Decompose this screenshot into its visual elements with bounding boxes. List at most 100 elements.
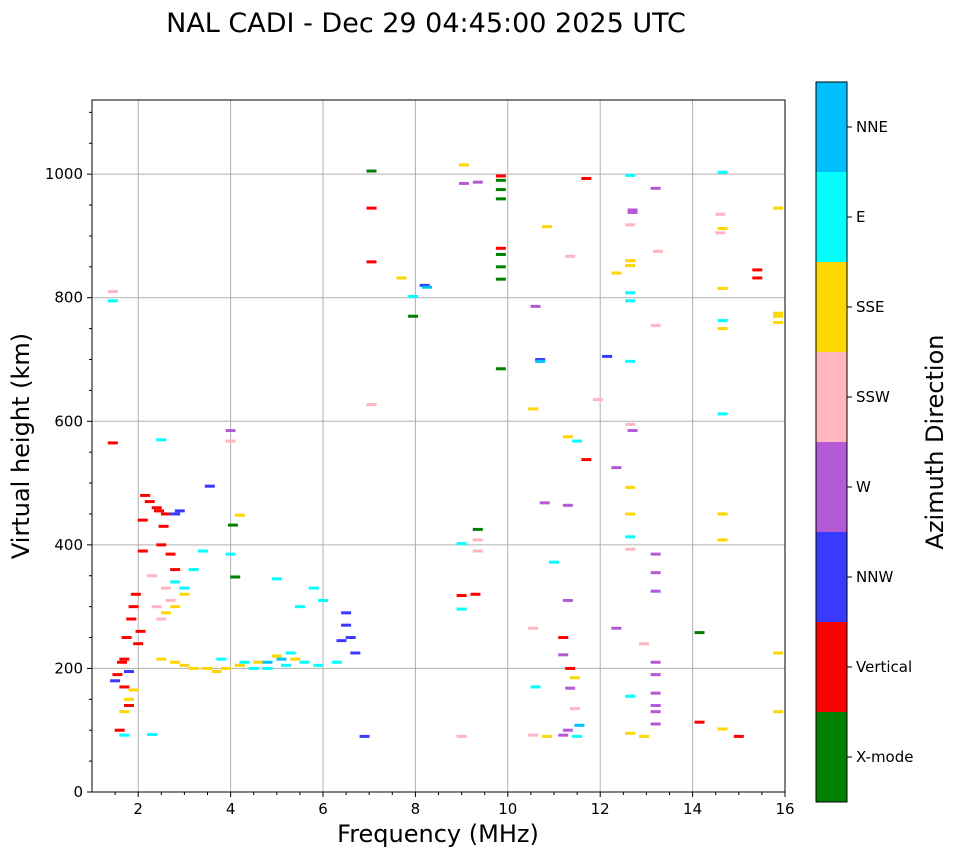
data-point xyxy=(717,327,728,331)
data-point xyxy=(625,291,636,295)
data-point xyxy=(456,607,467,611)
data-point xyxy=(130,592,141,596)
data-point xyxy=(558,636,569,640)
data-point xyxy=(542,734,553,738)
data-point xyxy=(639,642,650,646)
grid-lines xyxy=(92,100,785,792)
data-point xyxy=(225,439,236,443)
data-point xyxy=(117,660,128,664)
data-point xyxy=(652,249,663,253)
data-point xyxy=(565,666,576,670)
data-point xyxy=(107,299,118,303)
data-point xyxy=(650,552,661,556)
data-point xyxy=(419,283,430,287)
data-point xyxy=(366,260,377,264)
data-point xyxy=(528,733,539,737)
data-point xyxy=(495,246,506,250)
colorbar-segment xyxy=(816,262,847,352)
data-point xyxy=(299,660,310,664)
data-point xyxy=(535,359,546,363)
data-point xyxy=(717,727,728,731)
data-point xyxy=(495,197,506,201)
data-point xyxy=(107,441,118,445)
data-point xyxy=(225,429,236,433)
data-point xyxy=(535,358,546,361)
data-point xyxy=(262,660,273,664)
data-point xyxy=(350,651,361,655)
colorbar-segment xyxy=(816,352,847,442)
data-point xyxy=(160,586,171,590)
data-point xyxy=(495,265,506,269)
data-point xyxy=(121,636,132,640)
data-point xyxy=(133,642,144,646)
data-point xyxy=(170,605,181,609)
data-point xyxy=(396,276,407,280)
data-point xyxy=(650,673,661,677)
data-point xyxy=(170,568,181,572)
data-point xyxy=(225,552,236,556)
data-point xyxy=(179,663,190,667)
series-ssw xyxy=(107,212,726,738)
data-point xyxy=(495,277,506,281)
data-point xyxy=(528,407,539,411)
data-point xyxy=(114,728,125,732)
data-point xyxy=(752,276,763,280)
data-point xyxy=(408,314,419,318)
data-point xyxy=(694,720,705,724)
data-point xyxy=(472,549,483,553)
data-point xyxy=(147,733,158,737)
data-point xyxy=(366,206,377,210)
data-point xyxy=(318,598,328,602)
data-point xyxy=(625,485,636,489)
data-point xyxy=(715,231,726,235)
y-tick-label: 0 xyxy=(73,783,83,801)
data-point xyxy=(170,512,181,516)
data-point xyxy=(625,259,636,263)
colorbar-tick-label: Vertical xyxy=(856,658,912,676)
data-point xyxy=(456,734,467,738)
data-point xyxy=(156,543,167,547)
data-point xyxy=(625,223,636,227)
data-point xyxy=(458,181,469,185)
data-point xyxy=(733,734,744,738)
data-point xyxy=(472,538,483,542)
data-point xyxy=(110,679,121,683)
data-point xyxy=(773,314,784,318)
data-point xyxy=(528,626,539,630)
data-point xyxy=(179,592,190,596)
data-point xyxy=(107,290,118,294)
data-point xyxy=(549,560,559,564)
y-tick-label: 400 xyxy=(54,536,83,554)
data-point xyxy=(773,311,784,315)
data-point xyxy=(456,542,467,546)
data-point xyxy=(470,592,481,596)
data-point xyxy=(625,422,636,426)
data-point xyxy=(717,170,728,174)
data-point xyxy=(331,660,342,664)
data-point xyxy=(717,227,728,231)
series-sse xyxy=(119,163,784,738)
data-point xyxy=(366,403,377,407)
data-point xyxy=(128,688,139,692)
chart-title: NAL CADI - Dec 29 04:45:00 2025 UTC xyxy=(166,8,686,39)
data-point xyxy=(650,691,661,695)
data-point xyxy=(239,660,250,664)
data-point xyxy=(574,723,585,727)
data-point xyxy=(650,589,661,593)
colorbar-tick-label: SSW xyxy=(856,388,890,406)
data-point xyxy=(650,324,661,328)
data-point xyxy=(156,657,167,661)
x-tick-label: 2 xyxy=(133,800,143,818)
data-point xyxy=(565,686,576,690)
data-point xyxy=(625,299,636,303)
colorbar-tick-label: X-mode xyxy=(856,748,913,766)
data-point xyxy=(458,163,469,167)
data-point xyxy=(773,320,784,324)
data-point xyxy=(119,685,130,689)
data-point xyxy=(153,509,164,513)
data-point xyxy=(170,580,181,584)
data-point xyxy=(627,429,638,433)
data-point xyxy=(204,484,215,488)
colorbar-frame xyxy=(815,81,848,803)
data-point xyxy=(366,169,377,173)
